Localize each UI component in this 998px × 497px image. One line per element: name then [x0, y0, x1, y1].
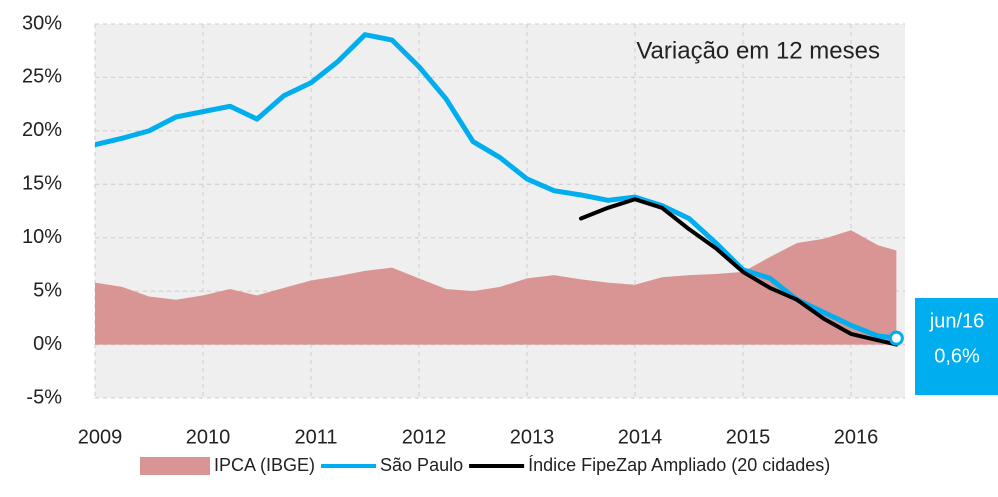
legend-label: IPCA (IBGE) [214, 455, 315, 475]
x-tick-label: 2010 [186, 426, 231, 448]
line [95, 32, 899, 341]
line [579, 197, 899, 347]
x-tick-label: 2015 [726, 426, 771, 448]
x-tick-label: 2014 [618, 426, 663, 448]
y-tick-label: 0% [33, 333, 62, 355]
area [95, 230, 897, 345]
annotation-label: jun/16 [929, 310, 985, 332]
x-tick-label: 2009 [78, 426, 123, 448]
x-tick-label: 2016 [834, 426, 879, 448]
y-tick-label: 25% [22, 66, 62, 88]
annotation-value: 0,6% [934, 345, 980, 367]
y-tick-label: 15% [22, 173, 62, 195]
x-tick-label: 2011 [294, 426, 337, 448]
chart-title: Variação em 12 meses [636, 37, 880, 64]
y-tick-label: 20% [22, 119, 62, 141]
marks [95, 32, 899, 347]
annotation-box [915, 298, 998, 395]
end-marker [888, 330, 904, 346]
x-tick-label: 2012 [402, 426, 447, 448]
legend-label: São Paulo [380, 455, 463, 475]
y-tick-label: 10% [22, 226, 62, 248]
y-tick-label: -5% [26, 386, 62, 408]
legend-label: Índice FipeZap Ampliado (20 cidades) [528, 455, 830, 475]
y-tick-label: 30% [22, 12, 62, 34]
y-tick-label: 5% [33, 279, 62, 301]
x-tick-label: 2013 [510, 426, 555, 448]
legend: IPCA (IBGE) São Paulo Índice FipeZap Ampli… [140, 455, 830, 475]
legend-swatch [140, 457, 210, 475]
